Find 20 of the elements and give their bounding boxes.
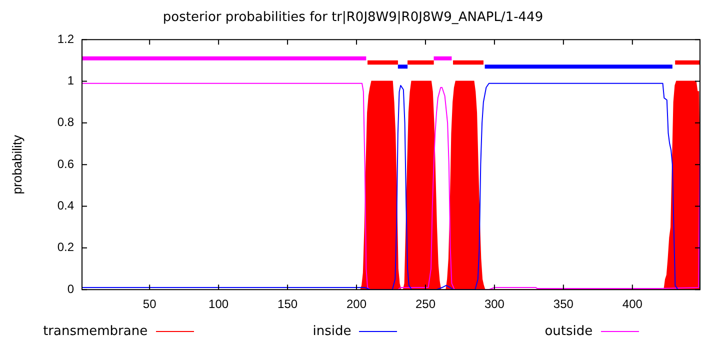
- y-tick-label: 0.8: [57, 115, 74, 130]
- x-tick-label: 250: [415, 297, 436, 312]
- x-tick-label: 300: [484, 297, 505, 312]
- legend-label: transmembrane: [43, 324, 148, 339]
- x-tick-label: 200: [346, 297, 367, 312]
- x-tick-label: 150: [278, 297, 298, 312]
- chart-title: posterior probabilities for tr|R0J8W9|R0J8W9_ANAPL/1-449: [162, 10, 544, 26]
- legend-label: inside: [312, 324, 352, 339]
- legend-label: outside: [544, 324, 593, 339]
- y-tick-label: 1.2: [57, 32, 74, 46]
- x-tick-label: 350: [553, 297, 574, 312]
- y-tick-label: 0.4: [57, 198, 74, 213]
- y-tick-label: 0: [67, 282, 74, 296]
- y-tick-label: 0.6: [57, 156, 74, 171]
- y-axis-title: probability: [9, 134, 24, 194]
- x-tick-label: 50: [142, 297, 157, 312]
- y-tick-label: 0.2: [57, 240, 74, 254]
- x-tick-label: 400: [622, 297, 643, 312]
- y-tick-label: 1: [67, 74, 74, 88]
- x-tick-label: 100: [208, 297, 229, 312]
